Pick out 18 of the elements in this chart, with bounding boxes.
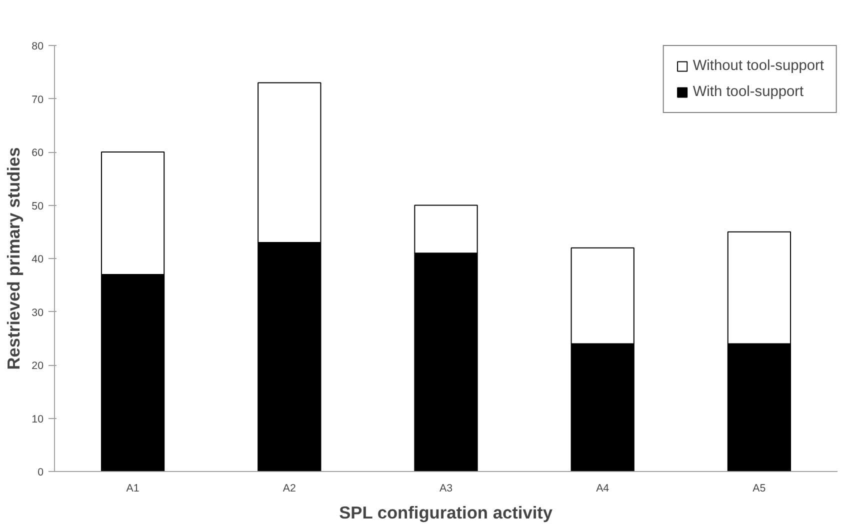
y-tick-label: 40 (32, 254, 44, 266)
y-tick-label: 50 (32, 200, 44, 212)
y-axis-title: Restrieved primary studies (4, 147, 24, 370)
y-tick-label: 80 (32, 40, 44, 52)
legend-label: With tool-support (692, 84, 804, 100)
y-tick-label: 70 (32, 94, 44, 106)
x-tick-label: A4 (596, 482, 610, 494)
x-tick-label: A2 (282, 482, 296, 494)
y-tick-label: 10 (32, 413, 44, 426)
x-tick-label: A3 (439, 482, 453, 494)
x-tick-label: A5 (752, 482, 766, 494)
x-tick-label: A1 (126, 482, 140, 494)
y-tick-label: 30 (32, 306, 44, 319)
y-tick-label: 0 (38, 466, 44, 478)
x-axis-title: SPL configuration activity (339, 502, 553, 522)
y-tick-label: 20 (32, 360, 44, 372)
y-tick-label: 60 (32, 147, 44, 159)
legend-label: Without tool-support (692, 58, 824, 74)
